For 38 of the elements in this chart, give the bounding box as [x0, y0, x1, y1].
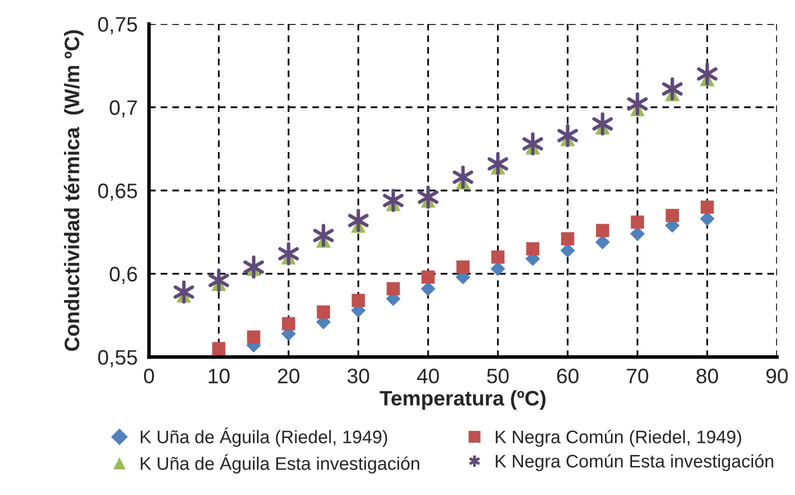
y-tick-label: 0,7 — [110, 100, 137, 118]
x-tick-label: 10 — [208, 368, 230, 384]
y-tick-label: 0,6 — [110, 266, 137, 284]
legend-label: K Uña de Águila (Riedel, 1949) — [140, 427, 388, 447]
point — [386, 282, 400, 296]
point — [282, 317, 296, 330]
x-axis-title: Temperatura (ºC) — [380, 390, 546, 410]
x-tick-label: 30 — [348, 368, 370, 384]
point — [316, 305, 330, 319]
x-tick-label: 0 — [144, 368, 154, 384]
y-axis-title: Conductividad térmica (W/m ºC) — [64, 30, 84, 351]
point — [560, 243, 575, 258]
x-tick-label: 20 — [278, 368, 300, 384]
point — [456, 260, 470, 274]
point — [212, 342, 226, 356]
x-tick-label: 90 — [766, 368, 788, 384]
x-tick-label: 60 — [557, 368, 578, 384]
point — [247, 330, 260, 344]
x-tick-label: 70 — [626, 368, 648, 384]
point — [700, 200, 714, 214]
y-tick-label: 0,75 — [98, 17, 138, 34]
point — [561, 232, 574, 246]
point — [630, 216, 644, 229]
point — [596, 224, 610, 238]
point — [526, 242, 540, 256]
y-tick-label: 0,65 — [98, 184, 138, 201]
legend-label: K Negra Común (Riedel, 1949) — [496, 430, 742, 447]
y-tick-label: 0,55 — [98, 350, 138, 368]
point — [352, 294, 365, 307]
x-tick-label: 50 — [487, 368, 509, 384]
x-tick-label: 80 — [696, 368, 718, 384]
point — [630, 226, 645, 242]
x-tick-label: 40 — [417, 368, 439, 384]
point — [700, 212, 715, 226]
point — [422, 270, 435, 284]
legend-label: K Uña de Águila Esta investigación — [140, 454, 420, 474]
point — [491, 250, 504, 264]
point — [666, 208, 679, 222]
